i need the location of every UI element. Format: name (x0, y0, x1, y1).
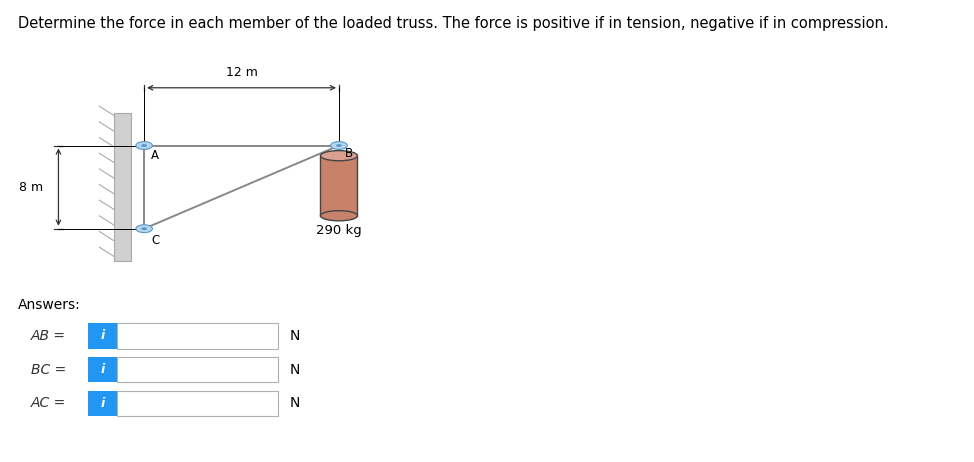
Bar (117, 391, 278, 416)
Text: N: N (289, 396, 300, 410)
Bar (88, 323, 117, 348)
Text: i: i (100, 397, 104, 410)
Bar (117, 357, 278, 383)
Circle shape (336, 144, 342, 147)
Text: 12 m: 12 m (226, 67, 257, 79)
Text: 8 m: 8 m (19, 181, 43, 194)
Text: AB =: AB = (31, 329, 66, 343)
Text: i: i (100, 329, 104, 342)
Ellipse shape (320, 211, 357, 221)
Circle shape (135, 225, 152, 233)
Circle shape (135, 141, 152, 150)
Text: Determine the force in each member of the loaded truss. The force is positive if: Determine the force in each member of th… (18, 16, 888, 31)
Text: B: B (345, 147, 353, 160)
Text: i: i (100, 363, 104, 376)
Text: BC =: BC = (31, 363, 66, 377)
Text: 290 kg: 290 kg (317, 224, 361, 237)
Bar (114, 113, 131, 261)
Text: N: N (289, 363, 300, 377)
Bar (88, 357, 117, 383)
Text: AC =: AC = (31, 396, 66, 410)
Text: A: A (151, 149, 159, 162)
Circle shape (141, 144, 147, 147)
Bar (88, 391, 117, 416)
Circle shape (331, 141, 347, 150)
Bar (320, 156, 357, 216)
Ellipse shape (320, 151, 357, 161)
Bar (117, 323, 278, 348)
Text: Answers:: Answers: (18, 298, 80, 312)
Circle shape (141, 227, 147, 230)
Text: N: N (289, 329, 300, 343)
Text: C: C (151, 234, 159, 247)
